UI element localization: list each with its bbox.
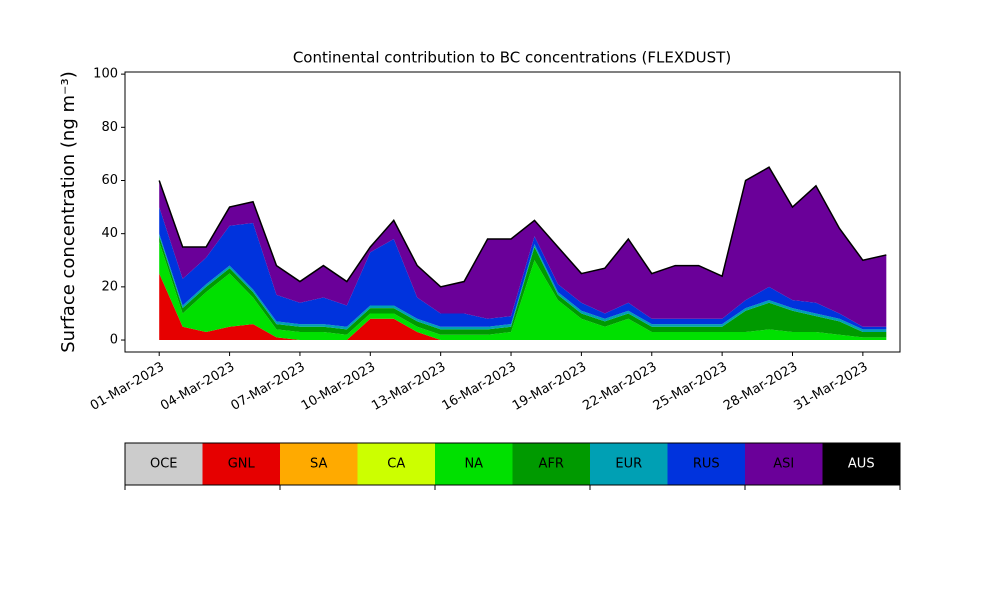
chart-title: Continental contribution to BC concentra… [293,49,731,67]
legend-swatch [435,443,513,485]
x-tick-label: 13-Mar-2023 [369,360,448,414]
legend-frame [124,442,901,486]
legend-label: GNL [228,457,256,472]
y-tick-label: 20 [101,279,118,294]
x-tick-label: 07-Mar-2023 [229,360,308,414]
area [159,241,887,341]
legend-swatch [822,443,900,485]
total-outline [158,166,887,288]
x-tick-label: 25-Mar-2023 [651,360,730,414]
legend-label: EUR [615,457,642,472]
x-tick-label: 22-Mar-2023 [580,360,659,414]
legend-label: NA [464,457,483,472]
legend-swatch [590,443,668,485]
x-tick-label: 28-Mar-2023 [721,360,800,414]
y-axis-label: Surface concentration (ng m⁻³) [58,71,79,353]
legend-swatch [512,443,590,485]
x-tick-label: 01-Mar-2023 [88,360,167,414]
legend-swatch [667,443,745,485]
y-tick-label: 80 [101,120,118,135]
y-tick-label: 40 [101,226,118,241]
y-tick-label: 60 [101,173,118,188]
area [159,273,887,341]
legend-swatch [125,443,203,485]
plot-frame [124,71,901,353]
area [159,236,887,338]
x-tick-label: 19-Mar-2023 [510,360,589,414]
y-tick-label: 100 [93,67,118,82]
legend-label: AUS [848,457,875,472]
legend-swatch [202,443,280,485]
x-tick-label: 10-Mar-2023 [299,360,378,414]
legend-label: SA [310,457,327,472]
x-tick-label: 04-Mar-2023 [158,360,237,414]
y-tick-label: 0 [110,333,118,348]
legend-label: AFR [539,457,564,472]
legend-swatch [280,443,358,485]
legend-label: ASI [773,457,794,472]
x-tick-label: 16-Mar-2023 [440,360,519,414]
legend-swatch [357,443,435,485]
legend-swatch [745,443,823,485]
x-tick-label: 31-Mar-2023 [791,360,870,414]
area [159,167,887,327]
legend-label: OCE [150,457,178,472]
legend-label: CA [387,457,405,472]
legend-label: RUS [693,457,720,472]
